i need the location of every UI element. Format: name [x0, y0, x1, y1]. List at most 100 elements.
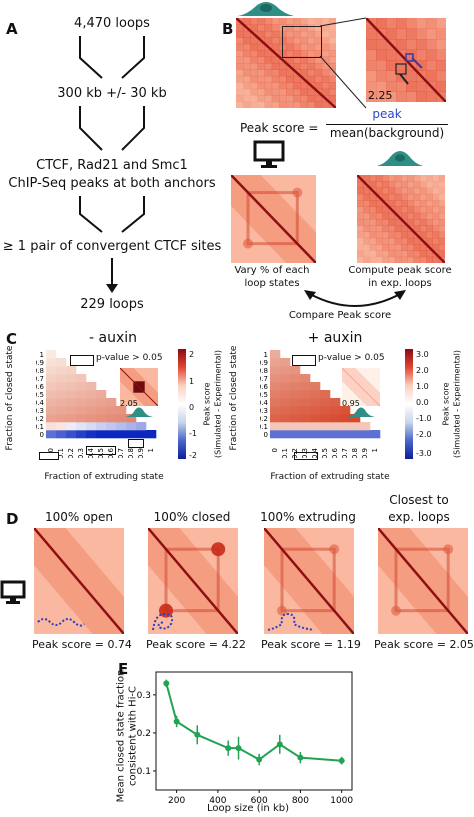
- heatmap-inset-left: [120, 368, 158, 406]
- inset-peak-value: 2.25: [368, 89, 393, 102]
- panel-e-label: E: [118, 660, 129, 678]
- svg-text:0.9: 0.9: [36, 359, 44, 367]
- cbar-tick-left-1: 1: [189, 377, 195, 386]
- svg-text:0.6: 0.6: [260, 383, 269, 391]
- chromatin-extruding-icon: [267, 612, 315, 631]
- svg-text:1: 1: [371, 448, 379, 452]
- svg-text:0.3: 0.3: [77, 448, 85, 458]
- heatmap-minus-auxin: 000.10.10.20.20.30.30.40.40.50.50.60.60.…: [36, 350, 157, 458]
- sig-box-3: [128, 439, 144, 448]
- data-point: [235, 745, 242, 752]
- step-chip-2: ChIP-Seq peaks at both anchors: [8, 176, 216, 191]
- zoom-lines: [319, 17, 367, 109]
- y-tick-label: 0.2: [137, 729, 151, 739]
- pvalue-box-right: [292, 355, 316, 366]
- pvalue-text-left: p-value > 0.05: [96, 353, 163, 363]
- inset-cell-icon-left: [125, 407, 153, 417]
- svg-text:0.5: 0.5: [260, 391, 268, 399]
- inset-value-right: 0.95: [342, 399, 360, 408]
- inset-cell-icon-right: [347, 407, 375, 417]
- x-tick-label: 400: [209, 796, 226, 806]
- hic-map-closed: [148, 528, 238, 634]
- svg-text:0.8: 0.8: [260, 367, 268, 375]
- y-tick-label: 0.3: [137, 691, 151, 701]
- data-point: [194, 731, 201, 738]
- monitor-icon-d: [0, 580, 26, 604]
- formula-numerator: peak: [372, 107, 402, 121]
- monitor-icon: [253, 140, 285, 168]
- xlabel-left: Fraction of extruding state: [44, 472, 164, 482]
- score-closed: Peak score = 4.22: [146, 638, 246, 651]
- chromatin-closed-icon: [152, 612, 174, 631]
- inset-value-left: 2.05: [120, 399, 138, 408]
- svg-text:0.3: 0.3: [301, 448, 309, 458]
- cbar-label-left-2: (Simulated - Experimental): [213, 350, 223, 458]
- map-title-open: 100% open: [44, 510, 114, 524]
- data-point: [173, 718, 180, 725]
- cbar-tick-left-2: 0: [189, 403, 195, 412]
- step-loops-start: 4,470 loops: [74, 16, 150, 31]
- step-chip-1: CTCF, Rad21 and Smc1: [36, 158, 188, 173]
- svg-text:0.1: 0.1: [57, 448, 65, 458]
- ylabel-right: Fraction of closed state: [229, 345, 239, 451]
- svg-text:0.7: 0.7: [36, 375, 44, 383]
- step-size-filter: 300 kb +/- 30 kb: [57, 86, 167, 101]
- svg-text:0.3: 0.3: [260, 407, 268, 415]
- left-caption-2: loop states: [244, 278, 300, 289]
- svg-text:0.6: 0.6: [36, 383, 45, 391]
- cbar-tick-right-6: -3.0: [416, 449, 432, 458]
- data-point: [163, 680, 170, 687]
- svg-text:0.8: 0.8: [351, 448, 359, 458]
- heatmap-inset-right: [342, 368, 380, 406]
- svg-text:0: 0: [271, 448, 279, 452]
- cbar-tick-left-3: -1: [189, 429, 197, 438]
- cbar-tick-right-3: 0.0: [416, 398, 429, 407]
- loop-size-chart: 200 400 600 800 1000 0.1 0.2 0.3: [137, 671, 353, 806]
- svg-text:0.8: 0.8: [127, 448, 135, 458]
- svg-text:0: 0: [264, 431, 268, 439]
- svg-text:0: 0: [47, 448, 55, 452]
- svg-text:0.1: 0.1: [260, 423, 268, 431]
- title-plus-auxin: + auxin: [307, 330, 363, 346]
- step-loops-end: 229 loops: [80, 297, 144, 312]
- hic-map-simulated: [231, 175, 316, 263]
- cbar-label-right-2: (Simulated - Experimental): [452, 350, 462, 458]
- panel-a-label: A: [6, 20, 18, 38]
- map-title-closest-2: exp. loops: [388, 510, 450, 524]
- score-extruding: Peak score = 1.19: [261, 638, 361, 651]
- left-caption-1: Vary % of each: [234, 265, 310, 276]
- ylabel-left: Fraction of closed state: [5, 345, 15, 451]
- hic-map-full: [236, 18, 336, 108]
- svg-text:1: 1: [40, 351, 44, 359]
- y-tick-label: 0.1: [137, 767, 151, 777]
- map-title-extruding: 100% extruding: [260, 510, 356, 524]
- right-caption-1: Compute peak score: [348, 265, 452, 276]
- panel-b-label: B: [222, 20, 234, 38]
- step-ctcf: ≥ 1 pair of convergent CTCF sites: [2, 239, 222, 254]
- sig-box-1: [39, 452, 59, 460]
- x-tick-label: 1000: [330, 796, 353, 806]
- chromatin-open-icon: [37, 618, 85, 627]
- svg-text:0.2: 0.2: [36, 415, 44, 423]
- svg-text:0: 0: [40, 431, 44, 439]
- cbar-tick-left-4: -2: [189, 451, 197, 460]
- formula-bar: [326, 124, 448, 125]
- svg-text:0.1: 0.1: [281, 448, 289, 458]
- svg-text:0.9: 0.9: [137, 448, 145, 458]
- svg-text:0.6: 0.6: [331, 447, 339, 458]
- data-point: [276, 741, 283, 748]
- score-closest: Peak score = 2.05: [374, 638, 474, 651]
- funnel-connectors: [79, 36, 145, 293]
- formula-denominator: mean(background): [329, 126, 445, 140]
- data-point: [256, 756, 263, 763]
- hic-map-extruding: [264, 528, 354, 634]
- title-minus-auxin: - auxin: [88, 330, 138, 346]
- cell-icon-right: [377, 151, 423, 166]
- e-ylabel-1: Mean closed state fraction: [115, 669, 127, 803]
- x-tick-label: 600: [251, 796, 268, 806]
- map-title-closest-1: Closest to: [389, 493, 449, 507]
- svg-text:0.1: 0.1: [36, 423, 44, 431]
- svg-text:0.7: 0.7: [117, 448, 125, 458]
- panel-d-label: D: [6, 510, 19, 528]
- svg-text:0.2: 0.2: [260, 415, 268, 423]
